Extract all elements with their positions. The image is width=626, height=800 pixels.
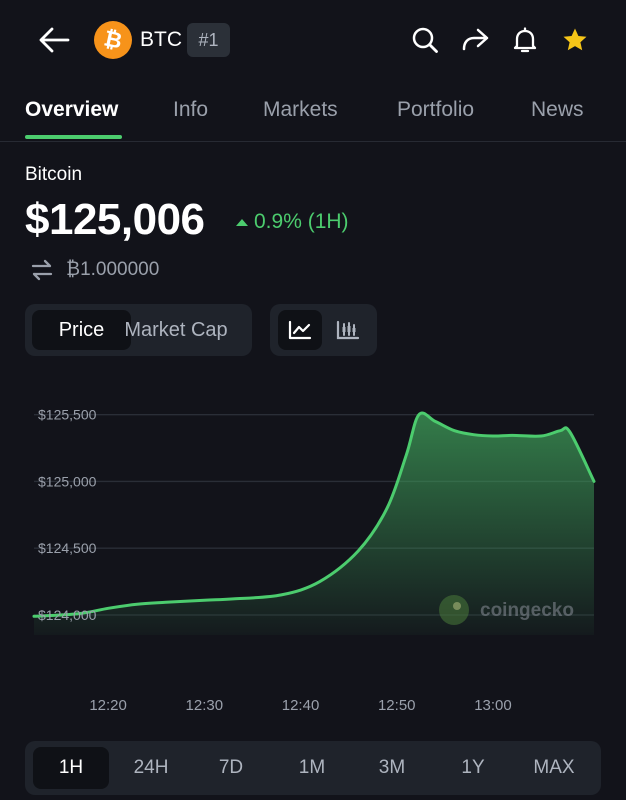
search-icon[interactable] (407, 22, 443, 58)
tab-overview[interactable]: Overview (25, 98, 119, 121)
coin-symbol: BTC (140, 28, 182, 51)
price-area-fill (34, 412, 594, 635)
range-1h-button[interactable]: 1H (33, 747, 109, 789)
convert-arrows-icon[interactable] (30, 258, 54, 282)
coin-name: Bitcoin (25, 164, 83, 185)
caret-up-icon (236, 218, 248, 226)
y-tick-label: $124,000 (38, 607, 97, 623)
line-chart-icon[interactable] (278, 310, 322, 350)
back-arrow-icon[interactable] (34, 22, 74, 58)
share-icon[interactable] (457, 22, 493, 58)
coingecko-watermark: coingecko (439, 595, 574, 625)
x-tick-label: 12:20 (89, 697, 127, 714)
bitcoin-logo: ₿ (94, 21, 132, 59)
price-toggle-button[interactable]: Price (32, 310, 131, 350)
y-tick-label: $125,000 (38, 473, 97, 489)
y-tick-label: $124,500 (38, 540, 97, 556)
price-line (32, 411, 596, 618)
x-tick-label: 12:30 (186, 697, 224, 714)
range-1y-button[interactable]: 1Y (461, 757, 485, 778)
tab-bar: Overview Info Markets Portfolio News (0, 88, 626, 142)
bell-icon[interactable] (507, 22, 543, 58)
active-tab-indicator (25, 135, 122, 139)
range-24h-button[interactable]: 24H (133, 757, 169, 778)
time-range-selector: 1H 24H 7D 1M 3M 1Y MAX (25, 741, 601, 795)
tab-portfolio[interactable]: Portfolio (397, 98, 475, 121)
range-3m-button[interactable]: 3M (378, 757, 406, 778)
rank-badge: #1 (187, 23, 230, 57)
price-change: 0.9% (1H) (236, 210, 349, 234)
range-max-button[interactable]: MAX (533, 757, 575, 778)
chart-view-toggle (270, 304, 377, 356)
candlestick-chart-icon[interactable] (326, 310, 370, 350)
y-tick-label: $125,500 (38, 407, 97, 423)
top-bar: ₿ BTC #1 (0, 0, 626, 80)
btc-amount: ₿1.000000 (66, 259, 160, 280)
current-price: $125,006 (25, 195, 205, 244)
tab-markets[interactable]: Markets (263, 98, 338, 121)
price-marketcap-toggle: Price Market Cap (25, 304, 252, 356)
star-icon[interactable] (557, 22, 593, 58)
tab-info[interactable]: Info (173, 98, 209, 121)
price-chart[interactable]: $125,500 $125,000 $124,500 $124,000 12:20 12… (0, 385, 626, 720)
range-7d-button[interactable]: 7D (218, 757, 244, 778)
market-cap-toggle-button[interactable]: Market Cap (124, 318, 228, 341)
price-change-value: 0.9% (1H) (254, 210, 349, 233)
x-tick-label: 12:50 (378, 697, 416, 714)
x-tick-label: 13:00 (474, 697, 512, 714)
tab-news[interactable]: News (531, 98, 584, 121)
range-1m-button[interactable]: 1M (298, 757, 326, 778)
watermark-text: coingecko (480, 600, 574, 621)
x-tick-label: 12:40 (282, 697, 320, 714)
